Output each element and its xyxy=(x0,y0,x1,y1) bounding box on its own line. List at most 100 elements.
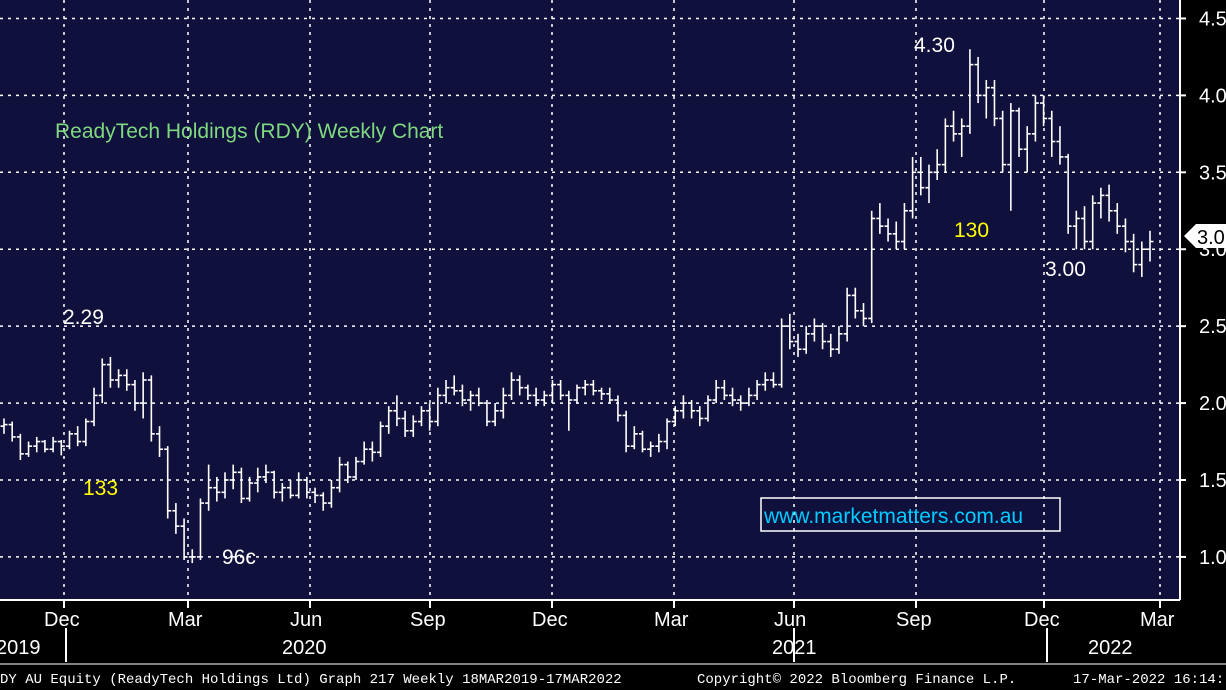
ohlc-bar xyxy=(393,395,401,427)
ohlc-bar xyxy=(434,387,442,427)
ohlc-bar xyxy=(0,418,8,434)
ohlc-bar xyxy=(475,387,483,407)
x-month-label: Dec xyxy=(1024,609,1060,631)
ohlc-bar xyxy=(508,372,516,400)
ohlc-bar xyxy=(990,80,998,127)
ohlc-bar xyxy=(319,492,327,511)
ohlc-bar xyxy=(254,467,262,493)
ohlc-bar xyxy=(843,287,851,342)
ohlc-bar xyxy=(868,210,876,324)
ohlc-bar xyxy=(737,395,745,411)
ohlc-bar xyxy=(589,380,597,396)
ohlc-bar xyxy=(123,369,131,391)
ohlc-bar xyxy=(115,369,123,388)
y-tick-label: 3.5 xyxy=(1199,162,1226,184)
x-year-label: 2019 xyxy=(0,637,41,659)
ohlc-bar xyxy=(892,221,900,250)
x-month-label: Jun xyxy=(774,609,806,631)
ohlc-bar xyxy=(401,410,409,437)
ohlc-bar xyxy=(8,421,16,442)
watermark-frame xyxy=(760,497,1061,532)
ohlc-bar xyxy=(106,356,114,388)
ohlc-bar xyxy=(688,400,696,419)
ohlc-bar xyxy=(769,372,777,388)
ohlc-bar xyxy=(1097,187,1105,219)
ohlc-bar xyxy=(999,110,1007,173)
last-price-tag xyxy=(1184,224,1226,248)
ohlc-bar xyxy=(810,318,818,342)
chart-title: ReadyTech Holdings (RDY) Weekly Chart xyxy=(55,120,443,143)
ohlc-bar xyxy=(778,318,786,388)
ohlc-bar xyxy=(540,390,548,407)
annotation-last-2022: 3.00 xyxy=(1045,258,1086,281)
ohlc-bar xyxy=(982,80,990,119)
plot-area xyxy=(0,0,1180,600)
ohlc-bar xyxy=(360,441,368,465)
ohlc-bar xyxy=(270,470,278,499)
ohlc-bar xyxy=(720,380,728,400)
watermark-box: www.marketmatters.com.au xyxy=(760,497,1061,532)
ohlc-bar xyxy=(827,333,835,357)
ohlc-bar xyxy=(164,446,172,519)
watermark-text: www.marketmatters.com.au xyxy=(763,505,1023,528)
ohlc-bar xyxy=(303,476,311,499)
ohlc-bar xyxy=(548,380,556,404)
ohlc-bar xyxy=(483,400,491,427)
ohlc-bar xyxy=(491,403,499,427)
ohlc-bar xyxy=(753,380,761,400)
ohlc-bar xyxy=(1064,153,1072,234)
annotations: 2.29 133 96c 4.30 130 3.00 xyxy=(63,34,1086,569)
x-month-label: Sep xyxy=(410,609,446,631)
ohlc-bar xyxy=(704,395,712,422)
x-month-label: Sep xyxy=(896,609,932,631)
ohlc-bar xyxy=(696,406,704,427)
ohlc-bar xyxy=(1048,110,1056,157)
ohlc-bar xyxy=(1113,203,1121,234)
ohlc-bar xyxy=(819,323,827,350)
ohlc-bar xyxy=(188,549,196,564)
ohlc-bar xyxy=(679,395,687,419)
ohlc-bar xyxy=(614,395,622,422)
ohlc-bar xyxy=(598,387,606,400)
ohlc-bar xyxy=(1072,210,1080,250)
ohlc-bar xyxy=(172,503,180,534)
ohlc-bar xyxy=(786,313,794,350)
ohlc-bar xyxy=(557,380,565,400)
ohlc-bar xyxy=(884,218,892,242)
ohlc-bar xyxy=(352,456,360,480)
ohlc-bar xyxy=(499,387,507,419)
ohlc-bar xyxy=(745,387,753,407)
ohlc-bar xyxy=(835,326,843,354)
ohlc-bar xyxy=(41,440,49,453)
ohlc-bar xyxy=(647,441,655,457)
ohlc-bar xyxy=(229,464,237,490)
annotation-yellow-130: 130 xyxy=(954,219,989,242)
ohlc-bar xyxy=(139,372,147,419)
ohlc-bar xyxy=(458,384,466,407)
ohlc-bar xyxy=(205,464,213,511)
ohlc-bar xyxy=(1105,184,1113,222)
ohlc-bar xyxy=(950,110,958,142)
ohlc-bar xyxy=(622,410,630,453)
footer-security-info: DY AU Equity (ReadyTech Holdings Ltd) Gr… xyxy=(0,672,622,688)
ohlc-bar xyxy=(712,380,720,404)
annotation-high-2021: 4.30 xyxy=(914,34,955,57)
ohlc-bar xyxy=(311,487,319,504)
ohlc-bar xyxy=(1056,126,1064,165)
ohlc-bar xyxy=(65,430,73,450)
y-tick-label: 4.0 xyxy=(1199,85,1226,107)
ohlc-bar xyxy=(655,433,663,453)
ohlc-bar xyxy=(450,375,458,396)
footer-copyright: Copyright© 2022 Bloomberg Finance L.P. xyxy=(697,672,1016,688)
y-tick-label: 1.0 xyxy=(1199,547,1226,569)
ohlc-bar xyxy=(900,203,908,250)
y-tick-label: 4.5 xyxy=(1199,8,1226,30)
ohlc-bar xyxy=(442,380,450,404)
x-month-label: Jun xyxy=(290,609,322,631)
x-year-label: 2021 xyxy=(772,637,817,659)
x-year-label: 2020 xyxy=(282,637,327,659)
ohlc-bar xyxy=(90,387,98,427)
ohlc-bar xyxy=(671,406,679,427)
ohlc-bar xyxy=(966,49,974,134)
ohlc-bar xyxy=(344,461,352,484)
